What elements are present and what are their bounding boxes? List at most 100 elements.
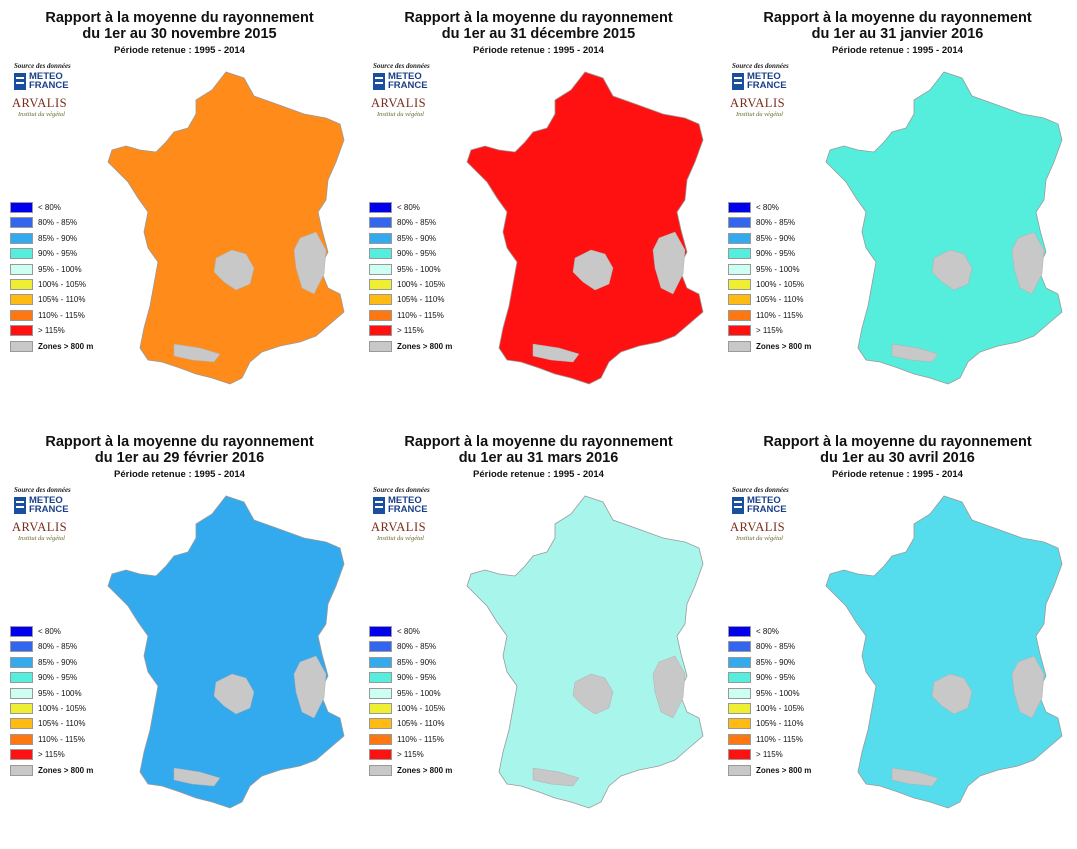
legend-swatch: [369, 340, 392, 352]
legend-label: Zones > 800 m: [38, 765, 94, 775]
meteo-france-emblem-icon: [14, 73, 26, 90]
arvalis-tagline: Institut du végétal: [18, 535, 65, 542]
period-label: Période retenue : 1995 - 2014: [473, 45, 604, 56]
legend-label: 80% - 85%: [397, 218, 437, 228]
legend-label: > 115%: [397, 326, 424, 336]
france-map: [466, 495, 704, 809]
arvalis-logo: ARVALIS: [12, 96, 68, 110]
legend-swatch: [728, 718, 751, 730]
legend-label: 100% - 105%: [756, 703, 805, 713]
legend-label: > 115%: [397, 750, 424, 760]
legend-swatch: [369, 641, 392, 653]
period-label: Période retenue : 1995 - 2014: [473, 469, 604, 480]
legend-swatch: [369, 309, 392, 321]
legend-swatch: [369, 626, 392, 637]
france-map: [466, 71, 704, 385]
legend-label: 105% - 110%: [397, 719, 445, 729]
period-label: Période retenue : 1995 - 2014: [832, 469, 963, 480]
legend-label: Zones > 800 m: [397, 765, 453, 775]
legend-label: < 80%: [38, 627, 61, 636]
legend-label: 80% - 85%: [397, 642, 437, 652]
meteo-france-emblem-icon: [732, 497, 744, 514]
legend-swatch: [728, 294, 751, 306]
legend-swatch: [10, 672, 33, 684]
legend-swatch: [369, 687, 392, 699]
source-label: Source des données: [14, 62, 71, 70]
arvalis-logo: ARVALIS: [371, 96, 427, 110]
legend-label: 85% - 90%: [397, 233, 437, 243]
legend-label: < 80%: [397, 627, 420, 636]
legend-label: 110% - 115%: [756, 734, 803, 744]
france-word: FRANCE: [747, 504, 787, 515]
france-outline: [466, 495, 704, 809]
legend-swatch: [369, 672, 392, 684]
legend-swatch: [369, 764, 392, 776]
legend-label: 105% - 110%: [756, 719, 804, 729]
legend-swatch: [728, 232, 751, 244]
meteo-word: METEO: [29, 71, 63, 82]
legend-swatch: [369, 733, 392, 745]
meteo-france-emblem-icon: [732, 73, 744, 90]
legend-swatch: [369, 294, 392, 306]
legend-swatch: [10, 626, 33, 637]
legend-label: 95% - 100%: [38, 688, 82, 698]
france-word: FRANCE: [29, 80, 69, 91]
panel-title: Rapport à la moyenne du rayonnement: [45, 10, 314, 26]
legend-label: 95% - 100%: [756, 264, 800, 274]
legend-label: 110% - 115%: [38, 310, 85, 320]
legend-swatch: [10, 309, 33, 321]
france-map: [107, 71, 345, 385]
legend-swatch: [369, 217, 392, 229]
panel-subtitle: du 1er au 31 janvier 2016: [811, 26, 984, 42]
legend-label: 105% - 110%: [38, 719, 86, 729]
legend-label: 90% - 95%: [397, 673, 437, 683]
mountain-zone: [931, 249, 973, 291]
meteo-word: METEO: [747, 495, 781, 506]
meteo-france-logo: METEO FRANCE: [732, 72, 790, 92]
legend-label: < 80%: [756, 627, 779, 636]
legend-swatch: [10, 656, 33, 668]
mountain-zone: [213, 673, 255, 715]
legend-label: 85% - 90%: [756, 657, 796, 667]
meteo-france-logo: METEO FRANCE: [732, 496, 790, 516]
legend-swatch: [369, 749, 392, 761]
source-label: Source des données: [373, 62, 430, 70]
legend-label: 90% - 95%: [38, 673, 78, 683]
legend-label: 80% - 85%: [756, 218, 796, 228]
mountain-zone: [891, 767, 939, 787]
legend-label: 100% - 105%: [397, 703, 446, 713]
legend-swatch: [369, 263, 392, 275]
period-label: Période retenue : 1995 - 2014: [114, 45, 245, 56]
legend-label: 90% - 95%: [397, 249, 437, 259]
arvalis-tagline: Institut du végétal: [18, 111, 65, 118]
legend-swatch: [10, 232, 33, 244]
legend-label: 95% - 100%: [38, 264, 82, 274]
legend-swatch: [728, 764, 751, 776]
legend-label: 110% - 115%: [397, 734, 444, 744]
legend-label: 90% - 95%: [756, 673, 796, 683]
legend-swatch: [10, 687, 33, 699]
legend-label: 90% - 95%: [756, 249, 796, 259]
legend-swatch: [728, 749, 751, 761]
legend-label: 80% - 85%: [38, 642, 78, 652]
france-word: FRANCE: [747, 80, 787, 91]
panel-subtitle: du 1er au 31 mars 2016: [458, 450, 619, 466]
legend-label: 85% - 90%: [38, 657, 78, 667]
legend-label: 105% - 110%: [397, 295, 445, 305]
legend-label: > 115%: [756, 750, 783, 760]
legend-label: Zones > 800 m: [756, 341, 812, 351]
legend-swatch: [728, 217, 751, 229]
legend-swatch: [728, 687, 751, 699]
arvalis-tagline: Institut du végétal: [377, 111, 424, 118]
mountain-zone: [572, 673, 614, 715]
arvalis-logo: ARVALIS: [730, 520, 786, 534]
panel-subtitle: du 1er au 30 novembre 2015: [82, 26, 277, 42]
map-panel: Rapport à la moyenne du rayonnement du 1…: [718, 424, 1077, 848]
legend-swatch: [369, 656, 392, 668]
arvalis-tagline: Institut du végétal: [377, 535, 424, 542]
legend-label: < 80%: [38, 203, 61, 212]
legend-label: < 80%: [756, 203, 779, 212]
france-map: [825, 71, 1063, 385]
mountain-zone: [891, 343, 939, 363]
legend-swatch: [10, 202, 33, 213]
